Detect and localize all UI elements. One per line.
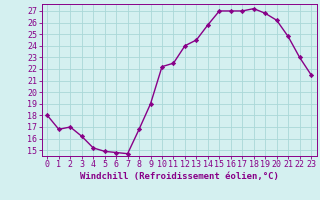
X-axis label: Windchill (Refroidissement éolien,°C): Windchill (Refroidissement éolien,°C) bbox=[80, 172, 279, 181]
